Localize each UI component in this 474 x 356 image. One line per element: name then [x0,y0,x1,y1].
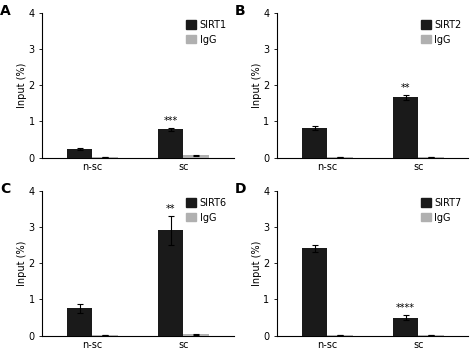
Bar [302,128,327,158]
Bar [302,248,327,336]
Y-axis label: Input (%): Input (%) [17,63,27,108]
Bar [158,129,183,158]
Bar [419,157,444,158]
Bar [92,157,118,158]
Bar [327,157,353,158]
Legend: SIRT7, IgG: SIRT7, IgG [419,196,464,225]
Text: ***: *** [164,116,178,126]
Legend: SIRT6, IgG: SIRT6, IgG [184,196,228,225]
Bar [327,335,353,336]
Bar [92,335,118,336]
Bar [67,309,92,336]
Bar [67,149,92,158]
Bar [183,335,209,336]
Text: B: B [235,4,246,19]
Bar [393,97,419,158]
Bar [419,335,444,336]
Bar [183,156,209,158]
Text: D: D [235,182,246,197]
Legend: SIRT1, IgG: SIRT1, IgG [184,18,228,47]
Y-axis label: Input (%): Input (%) [252,63,262,108]
Bar [158,230,183,336]
Legend: SIRT2, IgG: SIRT2, IgG [419,18,464,47]
Text: ****: **** [396,303,415,313]
Text: C: C [0,182,10,197]
Text: **: ** [166,204,175,214]
Text: **: ** [401,83,410,93]
Bar [393,318,419,336]
Y-axis label: Input (%): Input (%) [17,241,27,286]
Y-axis label: Input (%): Input (%) [252,241,262,286]
Text: A: A [0,4,11,19]
